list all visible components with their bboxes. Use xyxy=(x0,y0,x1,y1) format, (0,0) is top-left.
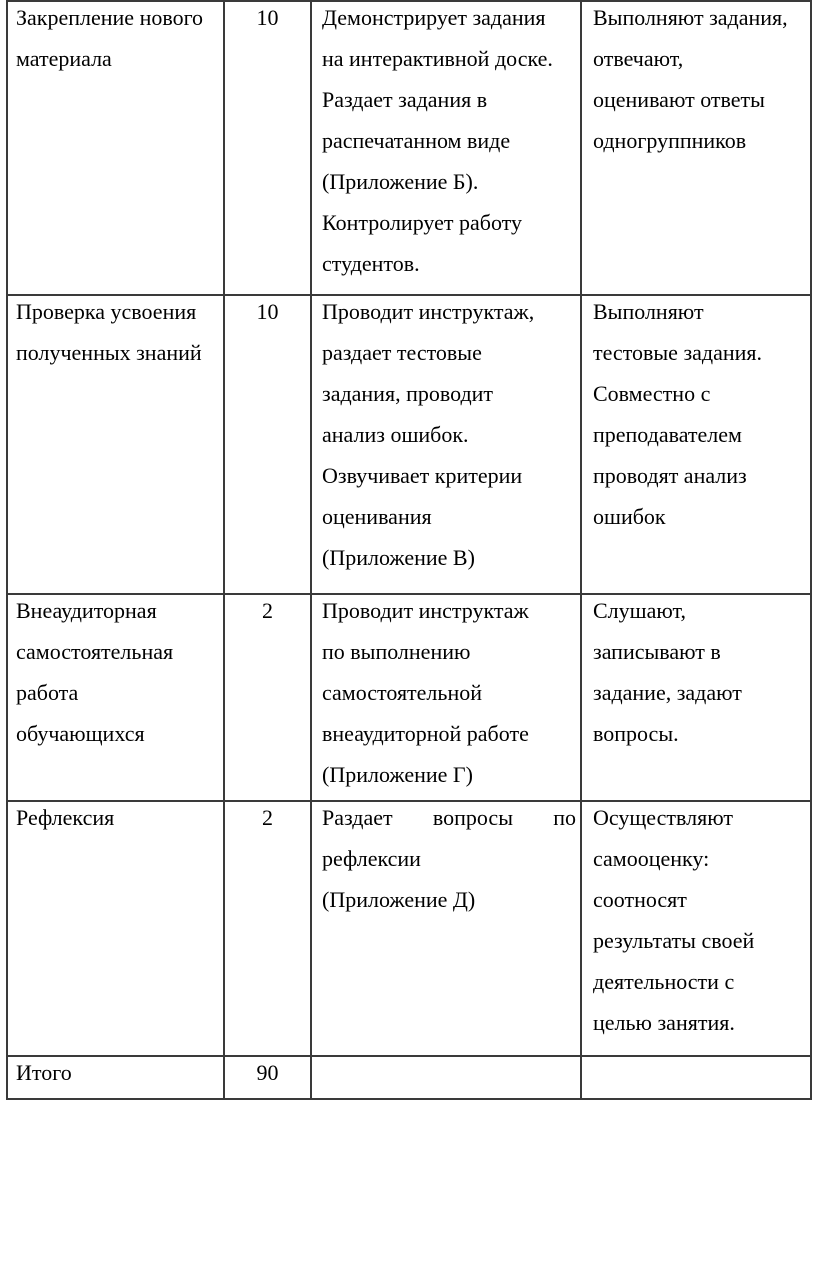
text-line: Раздает задания в xyxy=(322,87,488,112)
students-activity-cell: Слушают, записывают в задание, задают вопро… xyxy=(580,593,812,802)
text-line: Проверка усвоения xyxy=(16,299,197,324)
text-line: (Приложение Б). xyxy=(322,169,479,194)
students-activity-text: Осуществляют самооценку: соотносят результа… xyxy=(593,797,806,1043)
teacher-activity-cell: Проводит инструктаж, раздает тестовые зада… xyxy=(310,294,582,595)
text-line: (Приложение Г) xyxy=(322,762,473,787)
text-line: результаты своей xyxy=(593,928,755,953)
text-line: Выполняют xyxy=(593,299,704,324)
stage-cell: Внеаудиторная самостоятельная работа обучаю… xyxy=(6,593,225,802)
table-row: Рефлексия 2 Раздает вопросы по рефлексии (… xyxy=(6,800,812,1057)
text-line: обучающихся xyxy=(16,721,145,746)
lesson-plan-table: Закрепление нового материала 10 Демонстри… xyxy=(6,0,812,1100)
teacher-activity-cell: Демонстрирует задания на интерактивной до… xyxy=(310,0,582,296)
time-value: 2 xyxy=(262,598,273,623)
text-line: Осуществляют xyxy=(593,805,733,830)
table-row: Закрепление нового материала 10 Демонстри… xyxy=(6,0,812,296)
text-line: Контролирует работу xyxy=(322,210,522,235)
stage-cell: Рефлексия xyxy=(6,800,225,1057)
teacher-activity-cell-empty xyxy=(310,1055,582,1100)
teacher-activity-text: Демонстрирует задания на интерактивной до… xyxy=(322,0,576,284)
students-activity-text: Выполняют задания, отвечают, оценивают отв… xyxy=(593,0,806,161)
total-label-cell: Итого xyxy=(6,1055,225,1100)
text-line: Демонстрирует задания xyxy=(322,5,546,30)
text-line: (Приложение Д) xyxy=(322,887,476,912)
table-row-total: Итого 90 xyxy=(6,1055,812,1100)
text-line: соотносят xyxy=(593,887,687,912)
text-line: распечатанном виде xyxy=(322,128,511,153)
text-line: работа xyxy=(16,680,79,705)
text-line: по выполнению xyxy=(322,639,471,664)
total-time-value: 90 xyxy=(256,1060,279,1085)
text-line: одногруппников xyxy=(593,128,747,153)
text-line: Закрепление нового xyxy=(16,5,204,30)
text-line: Внеаудиторная xyxy=(16,598,157,623)
time-value: 10 xyxy=(256,5,279,30)
text-line: Проводит инструктаж, xyxy=(322,299,535,324)
text-line: анализ ошибок. xyxy=(322,422,469,447)
text-line: полученных знаний xyxy=(16,340,202,365)
text-line: рефлексии xyxy=(322,846,421,871)
text-line: задания, проводит xyxy=(322,381,494,406)
text-line: студентов. xyxy=(322,251,420,276)
students-activity-text: Слушают, записывают в задание, задают вопро… xyxy=(593,590,806,754)
time-value: 10 xyxy=(256,299,279,324)
table-row: Проверка усвоения полученных знаний 10 Пр… xyxy=(6,294,812,595)
text-line: ошибок xyxy=(593,504,666,529)
text-line: вопросы. xyxy=(593,721,679,746)
text-line: Раздает вопросы по xyxy=(322,805,576,830)
text-line: Озвучивает критерии xyxy=(322,463,523,488)
stage-cell: Закрепление нового материала xyxy=(6,0,225,296)
teacher-activity-text: Проводит инструктаж по выполнению самостоя… xyxy=(322,590,576,795)
text-line: на интерактивной доске. xyxy=(322,46,553,71)
students-activity-cell: Выполняют задания, отвечают, оценивают отв… xyxy=(580,0,812,296)
text-line: проводят анализ xyxy=(593,463,747,488)
time-cell: 10 xyxy=(223,0,312,296)
text-line: Проводит инструктаж xyxy=(322,598,529,623)
text-line: записывают в xyxy=(593,639,721,664)
text-line: отвечают, xyxy=(593,46,684,71)
time-cell: 2 xyxy=(223,800,312,1057)
students-activity-text: Выполняют тестовые задания. Совместно с пре… xyxy=(593,291,806,537)
text-line: Совместно с xyxy=(593,381,711,406)
text-line: (Приложение В) xyxy=(322,545,475,570)
text-line: самооценку: xyxy=(593,846,710,871)
text-line: Рефлексия xyxy=(16,805,115,830)
stage-text: Рефлексия xyxy=(16,797,219,838)
text-line: Итого xyxy=(16,1060,72,1085)
text-line: раздает тестовые xyxy=(322,340,482,365)
text-line: самостоятельной xyxy=(322,680,482,705)
time-cell: 2 xyxy=(223,593,312,802)
time-cell: 10 xyxy=(223,294,312,595)
text-line: задание, задают xyxy=(593,680,742,705)
text-line: внеаудиторной работе xyxy=(322,721,529,746)
stage-cell: Проверка усвоения полученных знаний xyxy=(6,294,225,595)
text-line: Выполняют задания, xyxy=(593,5,788,30)
students-activity-cell: Выполняют тестовые задания. Совместно с пре… xyxy=(580,294,812,595)
text-line: целью занятия. xyxy=(593,1010,735,1035)
text-line: тестовые задания. xyxy=(593,340,763,365)
time-value: 2 xyxy=(262,805,273,830)
total-time-cell: 90 xyxy=(223,1055,312,1100)
students-activity-cell-empty xyxy=(580,1055,812,1100)
teacher-activity-text: Раздает вопросы по рефлексии (Приложение Д… xyxy=(322,797,576,920)
stage-text: Закрепление нового материала xyxy=(16,0,219,79)
text-line: деятельности с xyxy=(593,969,735,994)
total-label-text: Итого xyxy=(16,1052,219,1093)
text-line: оценивания xyxy=(322,504,432,529)
text-line: преподавателем xyxy=(593,422,742,447)
teacher-activity-cell: Проводит инструктаж по выполнению самостоя… xyxy=(310,593,582,802)
text-line: материала xyxy=(16,46,112,71)
stage-text: Внеаудиторная самостоятельная работа обучаю… xyxy=(16,590,219,754)
stage-text: Проверка усвоения полученных знаний xyxy=(16,291,219,373)
text-line: Слушают, xyxy=(593,598,686,623)
table-row: Внеаудиторная самостоятельная работа обучаю… xyxy=(6,593,812,802)
teacher-activity-cell: Раздает вопросы по рефлексии (Приложение Д… xyxy=(310,800,582,1057)
teacher-activity-text: Проводит инструктаж, раздает тестовые зада… xyxy=(322,291,576,578)
text-line: самостоятельная xyxy=(16,639,174,664)
students-activity-cell: Осуществляют самооценку: соотносят результа… xyxy=(580,800,812,1057)
text-line: оценивают ответы xyxy=(593,87,765,112)
